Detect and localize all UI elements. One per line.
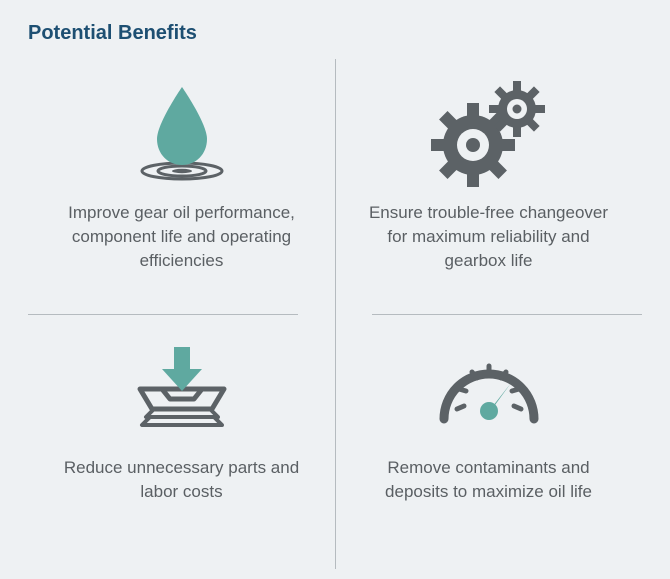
oil-drop-icon [127, 79, 237, 189]
benefits-grid: Improve gear oil performance, component … [28, 59, 642, 569]
page-title: Potential Benefits [28, 22, 642, 45]
benefit-cell-1: Ensure trouble-free changeover for maxim… [335, 59, 642, 314]
tray-arrow-icon [122, 334, 242, 444]
benefit-cell-0: Improve gear oil performance, component … [28, 59, 335, 314]
benefit-cell-3: Remove contaminants and deposits to maxi… [335, 314, 642, 569]
benefit-caption-2: Reduce unnecessary parts and labor costs [52, 456, 312, 504]
benefit-cell-2: Reduce unnecessary parts and labor costs [28, 314, 335, 569]
benefit-caption-1: Ensure trouble-free changeover for maxim… [359, 201, 619, 272]
benefit-caption-0: Improve gear oil performance, component … [52, 201, 312, 272]
gears-icon [429, 79, 549, 189]
gauge-icon [429, 334, 549, 444]
divider-vertical [335, 59, 336, 569]
benefit-caption-3: Remove contaminants and deposits to maxi… [359, 456, 619, 504]
divider-horizontal-left [28, 314, 298, 315]
divider-horizontal-right [372, 314, 642, 315]
